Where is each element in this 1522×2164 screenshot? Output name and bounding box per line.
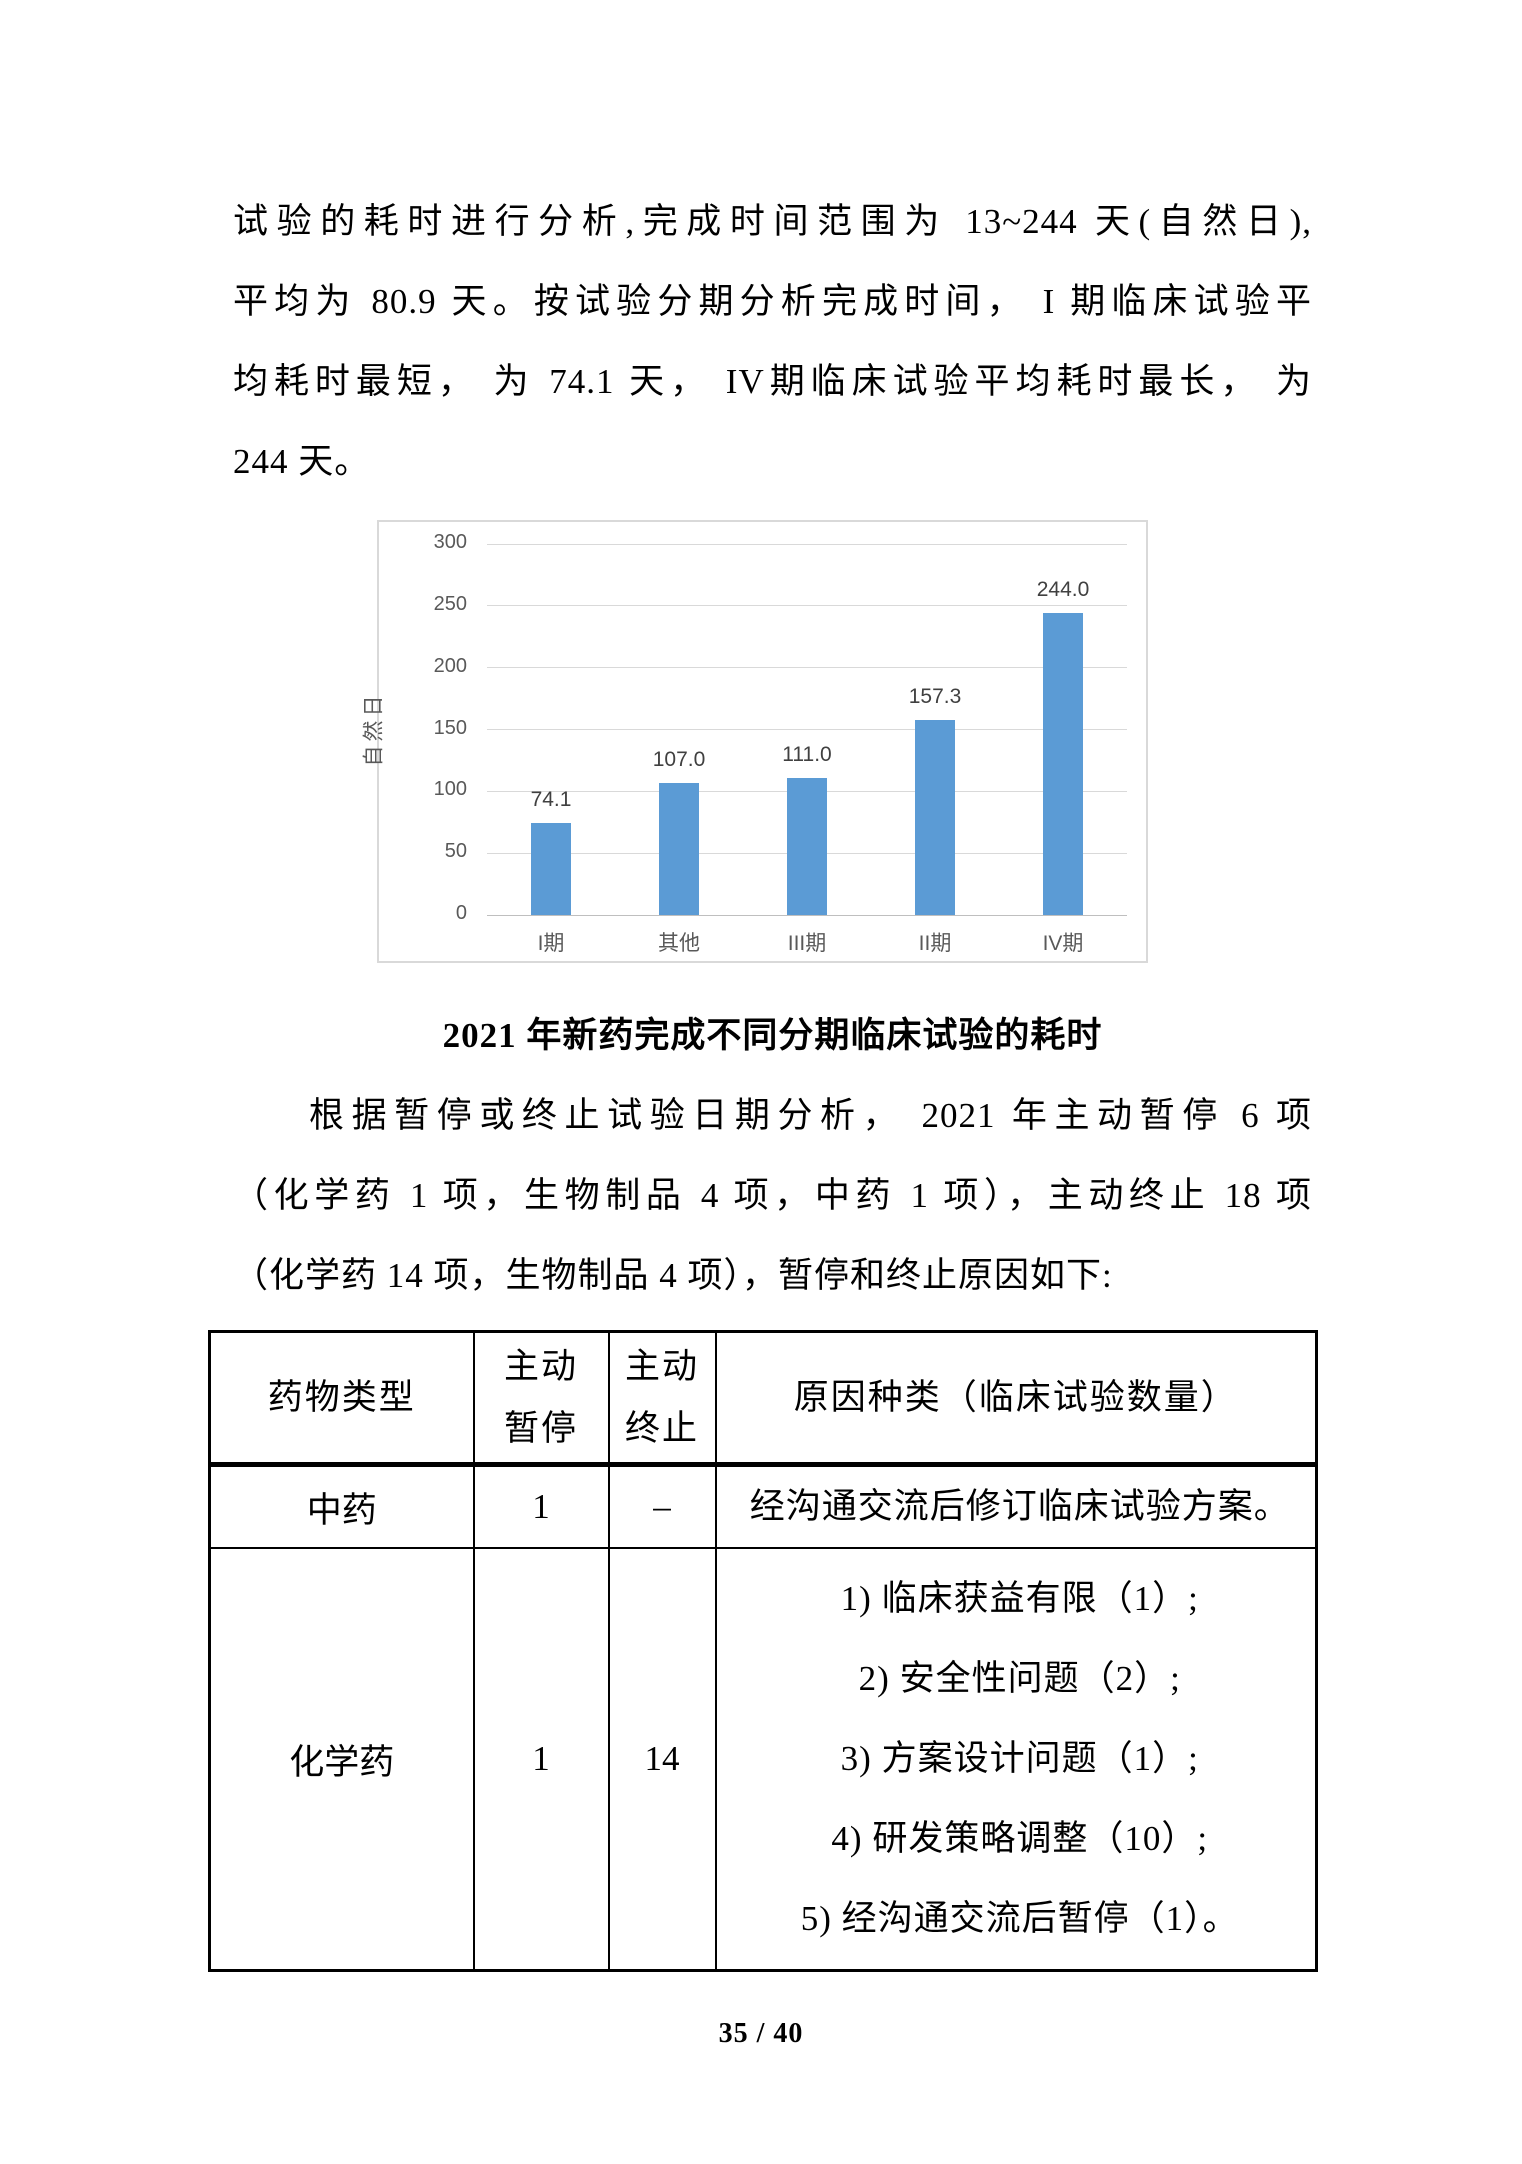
- y-tick-label: 300: [433, 531, 467, 553]
- page-number: 35 / 40: [718, 2018, 804, 2049]
- header-active-pause: 主动 暂停: [472, 1330, 610, 1467]
- table-header-row: 药物类型 主动 暂停 主动 终止 原因种类（临床试验数量）: [208, 1330, 1318, 1467]
- bar: [531, 823, 571, 915]
- cell-drug-type: 化学药: [208, 1547, 475, 1972]
- y-tick-label: 0: [455, 902, 467, 924]
- bar: [787, 777, 827, 915]
- bar: [915, 720, 955, 915]
- x-category-label: IV期: [1042, 932, 1084, 955]
- pause-terminate-paragraph: 根据暂停或终止试验日期分析， 2021 年主动暂停 6 项 （化学药 1 项，生…: [233, 1076, 1312, 1316]
- header-active-terminate-text: 主动 终止: [624, 1346, 699, 1448]
- paragraph-line: （化学药 1 项，生物制品 4 项，中药 1 项），主动终止 18 项: [233, 1176, 1312, 1215]
- header-reason-type: 原因种类（临床试验数量）: [714, 1330, 1318, 1467]
- reason-line: 3) 方案设计问题（1）;: [840, 1739, 1199, 1778]
- header-active-terminate: 主动 终止: [607, 1330, 717, 1467]
- intro-line: 244 天。: [233, 442, 371, 481]
- x-category-label: III期: [787, 932, 827, 955]
- cell-pause-count: 1: [472, 1547, 610, 1972]
- bar-value-label: 111.0: [782, 742, 832, 766]
- bar: [659, 782, 699, 915]
- cell-terminate-count: –: [607, 1463, 717, 1549]
- reason-line: 5) 经沟通交流后暂停（1）。: [800, 1899, 1239, 1938]
- y-tick-label: 100: [433, 778, 467, 801]
- cell-pause-count: 1: [472, 1463, 610, 1549]
- table-row: 中药 1 – 经沟通交流后修订临床试验方案。: [208, 1463, 1318, 1549]
- paragraph-line: （化学药 14 项，生物制品 4 项），暂停和终止原因如下:: [233, 1256, 1113, 1295]
- plot-area: 0 50 100 150 200 250 300 74.1 I期 107.0 其他 111.0 III期…: [434, 531, 1127, 955]
- reasons-table: 药物类型 主动 暂停 主动 终止 原因种类（临床试验数量） 中药 1 – 经沟通…: [208, 1330, 1318, 1972]
- bar-chart: 0 50 100 150 200 250 300 74.1 I期 107.0 其他 111.0 III期…: [363, 520, 1148, 963]
- reason-line: 4) 研发策略调整（10）;: [831, 1819, 1209, 1858]
- x-axis-line: [487, 914, 1127, 916]
- bar-value-label: 74.1: [530, 788, 572, 812]
- y-tick-label: 250: [433, 592, 467, 615]
- gridline: [487, 667, 1127, 669]
- reason-line: 2) 安全性问题（2）;: [858, 1659, 1181, 1698]
- cell-reasons: 经沟通交流后修订临床试验方案。: [714, 1463, 1318, 1549]
- intro-paragraph: 试验的耗时进行分析,完成时间范围为 13~244 天(自然日), 平均为 80.…: [233, 182, 1312, 502]
- x-category-label: 其他: [658, 932, 700, 955]
- y-tick-label: 150: [433, 716, 467, 739]
- y-axis-title: 自然日: [362, 691, 386, 767]
- x-category-label: I期: [537, 932, 565, 955]
- table-row: 化学药 1 14 1) 临床获益有限（1）; 2) 安全性问题（2）; 3) 方…: [208, 1547, 1318, 1972]
- y-tick-label: 50: [444, 840, 467, 863]
- header-active-pause-text: 主动 暂停: [503, 1346, 578, 1448]
- intro-line: 试验的耗时进行分析,完成时间范围为 13~244 天(自然日),: [233, 202, 1312, 241]
- chart-caption: 2021 年新药完成不同分期临床试验的耗时: [442, 1016, 1103, 1055]
- cell-drug-type: 中药: [208, 1463, 475, 1549]
- gridline: [487, 605, 1127, 607]
- bar-value-label: 244.0: [1036, 578, 1090, 602]
- bar-value-label: 157.3: [908, 685, 962, 709]
- reason-line: 经沟通交流后修订临床试验方案。: [749, 1487, 1290, 1526]
- bar: [1043, 613, 1083, 915]
- intro-line: 平均为 80.9 天。按试验分期分析完成时间， I 期临床试验平: [233, 282, 1312, 321]
- cell-reasons: 1) 临床获益有限（1）; 2) 安全性问题（2）; 3) 方案设计问题（1）;…: [714, 1547, 1318, 1972]
- gridline: [487, 729, 1127, 730]
- paragraph-line: 根据暂停或终止试验日期分析， 2021 年主动暂停 6 项: [309, 1096, 1312, 1135]
- reason-line: 1) 临床获益有限（1）;: [840, 1579, 1199, 1618]
- x-category-label: II期: [918, 932, 952, 955]
- cell-terminate-count: 14: [607, 1547, 717, 1972]
- bar-value-label: 107.0: [652, 747, 706, 771]
- gridline: [487, 543, 1127, 545]
- intro-line: 均耗时最短， 为 74.1 天， IV期临床试验平均耗时最长， 为: [233, 362, 1312, 401]
- y-tick-label: 200: [433, 654, 467, 677]
- header-drug-type: 药物类型: [208, 1330, 475, 1467]
